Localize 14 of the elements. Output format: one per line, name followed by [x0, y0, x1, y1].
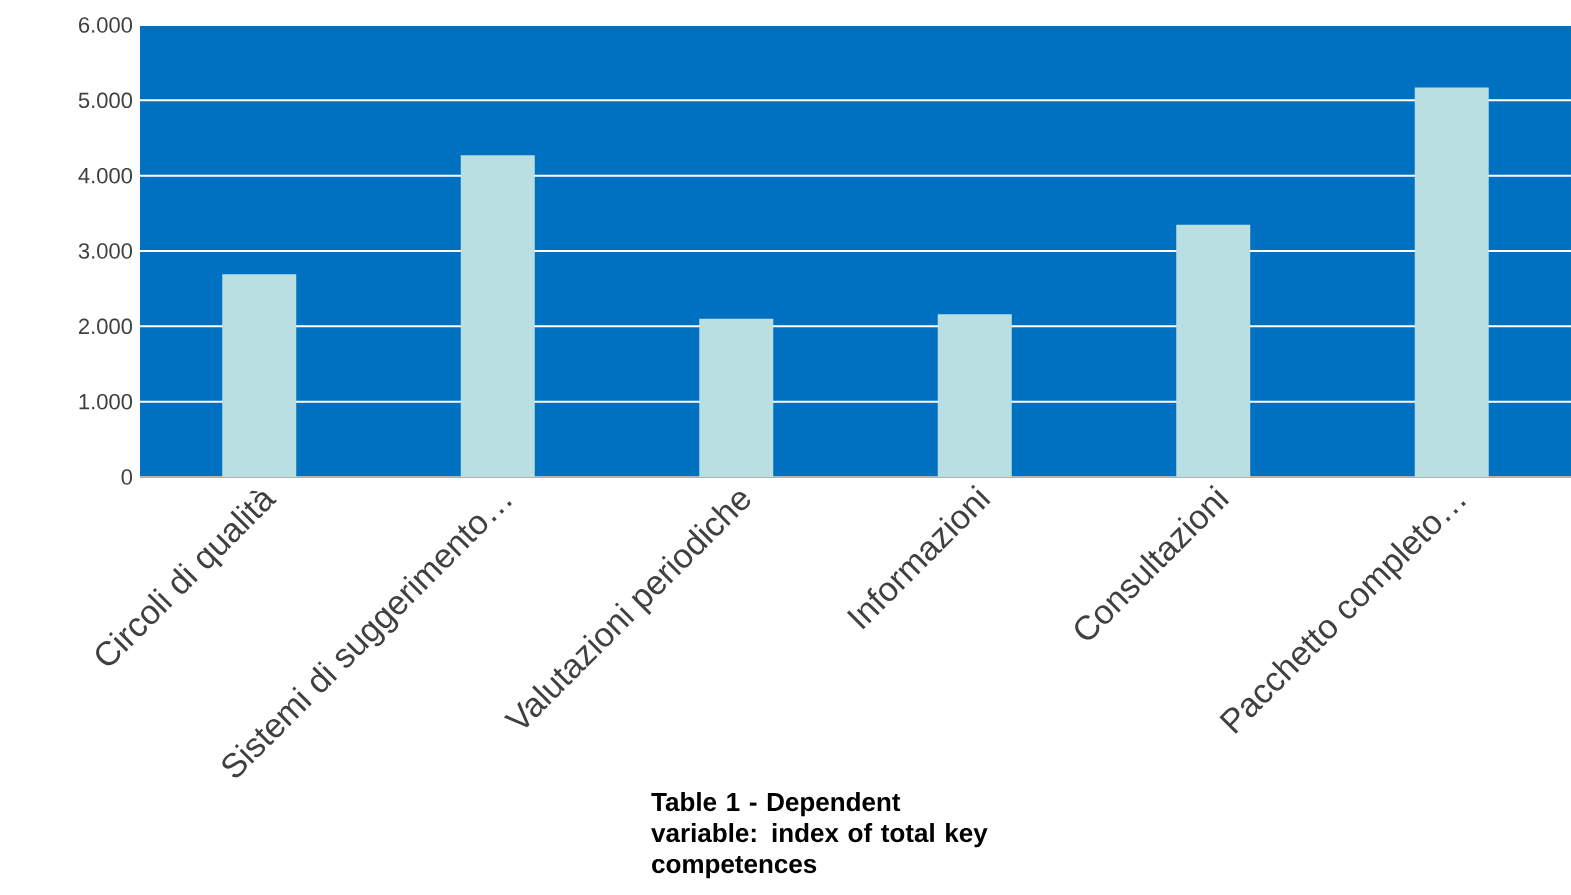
y-tick-label: 0	[121, 469, 133, 485]
caption: Table 1 - Dependent variable: index of total key competences	[651, 792, 988, 879]
y-tick-label: 5.000	[78, 92, 133, 109]
bar	[460, 155, 535, 477]
bar	[1414, 87, 1489, 477]
bar	[222, 274, 297, 477]
bar	[937, 314, 1012, 477]
bar	[699, 318, 774, 477]
y-tick-label: 2.000	[78, 318, 133, 335]
bar	[1176, 224, 1251, 477]
y-tick-label: 6.000	[79, 17, 133, 33]
y-tick-label: 4.000	[78, 167, 133, 184]
y-tick-label: 1.000	[79, 393, 133, 410]
y-tick-label: 3.000	[78, 243, 133, 259]
